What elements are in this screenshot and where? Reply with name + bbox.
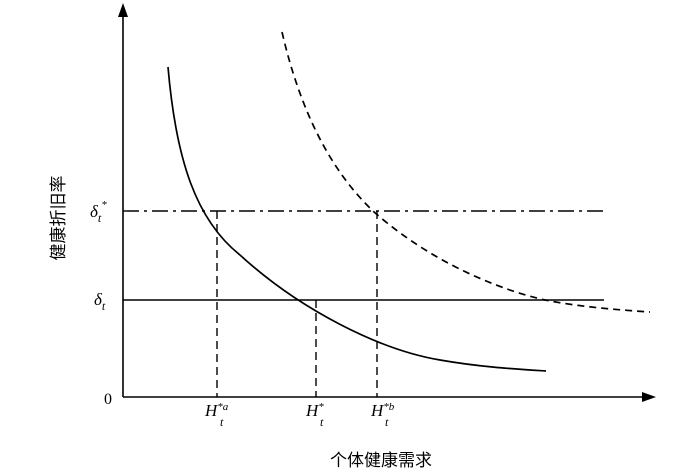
x-tick-h-star: H* [305, 401, 324, 420]
x-tick-h-star-a-base: H [204, 401, 219, 420]
x-tick-h-star-a-sub: t [220, 415, 224, 429]
y-tick-delta-base: δ [94, 290, 103, 309]
y-tick-delta: δt [94, 290, 106, 313]
x-tick-h-star-a-subscript: t [220, 415, 224, 429]
x-tick-h-star-sub: t [320, 415, 324, 429]
solid-demand-curve [167, 66, 547, 372]
x-axis-arrowhead [642, 392, 656, 402]
x-tick-h-star-b-sup: *b [383, 401, 395, 413]
dashed-demand-curve [281, 31, 651, 313]
x-tick-h-star-b-base: H [370, 401, 385, 420]
y-tick-delta-sub: t [102, 299, 106, 313]
x-tick-h-star-b-subscript: t [385, 415, 389, 429]
x-axis-title: 个体健康需求 [330, 451, 432, 471]
x-tick-h-star-subscript: t [320, 415, 324, 429]
y-tick-delta-star: δt* [90, 199, 107, 225]
x-tick-h-star-sup: * [318, 401, 324, 413]
x-tick-h-star-b: H*b [370, 401, 395, 420]
x-tick-h-star-base: H [305, 401, 320, 420]
y-axis-title: 健康折旧率 [49, 176, 69, 261]
y-tick-delta-star-sup: * [101, 199, 107, 211]
y-tick-delta-star-base: δ [90, 202, 99, 221]
y-tick-delta-star-sub: t [98, 211, 102, 225]
y-axis-arrowhead [118, 3, 128, 17]
x-tick-h-star-a-sup: *a [217, 401, 229, 413]
x-tick-h-star-b-sub: t [385, 415, 389, 429]
origin-label: 0 [104, 391, 112, 408]
x-tick-h-star-a: H*a [204, 401, 229, 420]
